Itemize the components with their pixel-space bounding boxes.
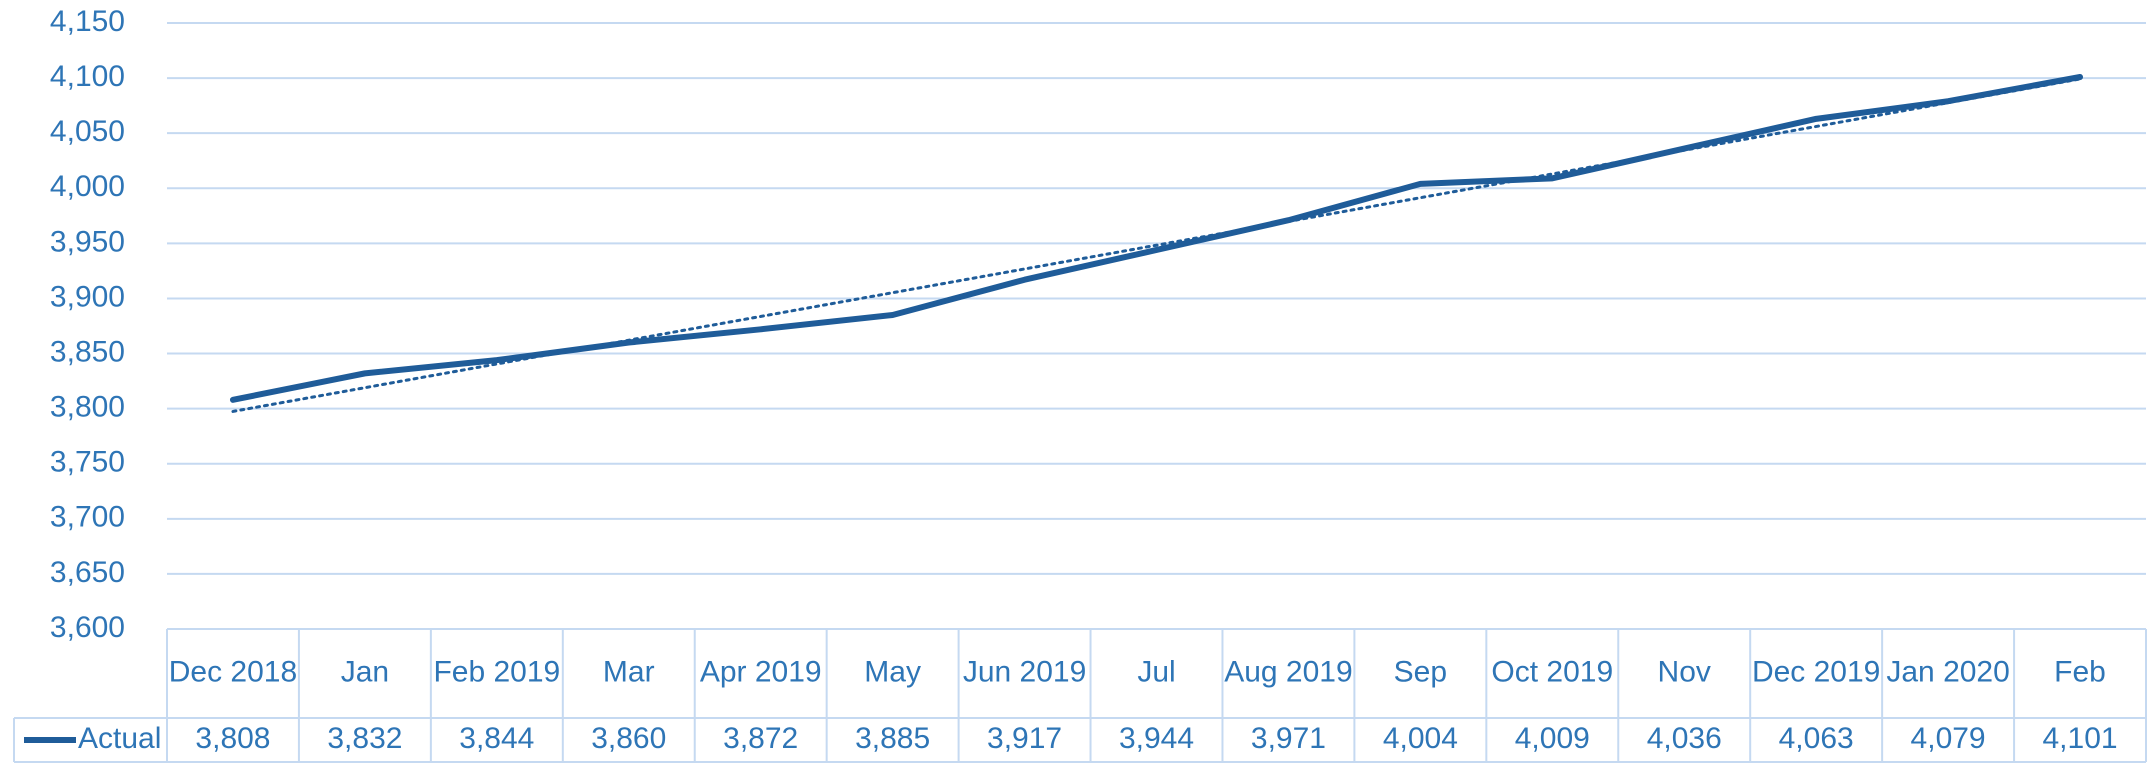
table-value: 3,917 (987, 722, 1062, 755)
y-tick-label: 4,050 (50, 115, 125, 148)
table-value: 3,885 (855, 722, 930, 755)
table-value: 3,944 (1119, 722, 1194, 755)
table-value: 4,009 (1515, 722, 1590, 755)
x-tick-label: Nov (1658, 655, 1711, 688)
x-tick-label: Mar (603, 655, 655, 688)
table-value: 4,063 (1779, 722, 1854, 755)
y-tick-label: 4,150 (50, 5, 125, 38)
y-tick-label: 3,900 (50, 280, 125, 313)
y-tick-label: 4,000 (50, 170, 125, 203)
y-tick-label: 3,650 (50, 556, 125, 589)
y-tick-label: 3,950 (50, 225, 125, 258)
x-tick-label: Jan 2020 (1886, 655, 2009, 688)
x-tick-label: Jun 2019 (963, 655, 1086, 688)
y-tick-label: 3,800 (50, 391, 125, 424)
x-tick-label: May (864, 655, 921, 688)
x-tick-label: Sep (1394, 655, 1447, 688)
legend-label: Actual (78, 722, 161, 755)
x-tick-label: Feb 2019 (433, 655, 560, 688)
x-tick-label: Feb (2054, 655, 2106, 688)
table-value: 4,079 (1911, 722, 1986, 755)
table-value: 3,872 (723, 722, 798, 755)
x-tick-label: Aug 2019 (1224, 655, 1352, 688)
y-tick-label: 3,750 (50, 446, 125, 479)
x-tick-label: Apr 2019 (700, 655, 822, 688)
line (229, 73, 2084, 403)
x-tick-label: Jan (341, 655, 389, 688)
y-tick-label: 3,700 (50, 501, 125, 534)
trendline (231, 77, 2082, 413)
table-value: 3,971 (1251, 722, 1326, 755)
table-value: 4,101 (2042, 722, 2117, 755)
x-tick-label: Dec 2018 (169, 655, 297, 688)
table-value: 3,860 (591, 722, 666, 755)
table-value: 4,036 (1647, 722, 1722, 755)
x-tick-label: Dec 2019 (1752, 655, 1880, 688)
y-tick-label: 3,600 (50, 611, 125, 644)
y-tick-label: 3,850 (50, 335, 125, 368)
table-value: 3,844 (459, 722, 534, 755)
x-tick-label: Jul (1137, 655, 1175, 688)
table-value: 4,004 (1383, 722, 1458, 755)
x-tick-label: Oct 2019 (1491, 655, 1613, 688)
table-value: 3,808 (195, 722, 270, 755)
table-value: 3,832 (327, 722, 402, 755)
y-tick-label: 4,100 (50, 60, 125, 93)
